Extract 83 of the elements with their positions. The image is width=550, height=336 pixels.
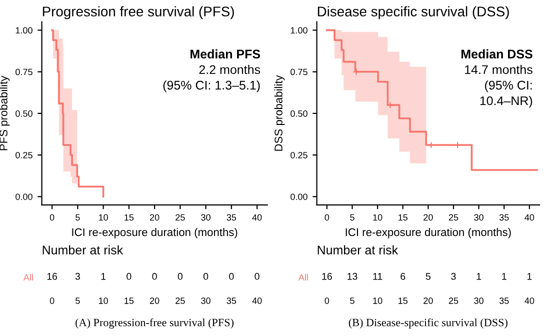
x-tick-label: 35 [499,214,509,221]
x-tick-label: 35 [226,214,236,221]
x-tick-label: 20 [150,298,160,304]
annotation: 14.7 months [465,64,532,74]
x-tick-label: 30 [201,214,210,221]
x-tick-label: 5 [76,214,80,221]
x-tick-label: 40 [252,298,262,304]
x-tick-label: 15 [124,214,134,221]
annotation: Median PFS [190,49,260,58]
x-tick-label: 25 [176,214,185,221]
x-tick-label: 30 [474,298,484,304]
y-tick-label: 0.50 [290,110,308,117]
x-tick-label: 0 [50,214,54,221]
data-label: 0 [254,272,260,280]
x-tick-label: 40 [252,214,262,221]
data-label: 0 [178,272,182,280]
y-tick-label: 1.00 [16,27,32,34]
x-tick-label: 10 [373,214,382,221]
y-tick-label: 0.50 [16,110,32,117]
data-label: 0 [203,272,208,280]
x-tick-label: 5 [350,214,354,221]
chart-title: Disease specific survival (DSS) [318,6,509,20]
text: (A) Progression-free survival (PFS) [76,318,234,329]
x-tick-label: 30 [474,214,484,221]
y-tick-label: All [23,274,33,280]
y-tick-label: 0.00 [16,194,32,200]
x-tick-label: 0 [324,214,330,221]
x-tick-label: 40 [524,214,534,221]
data-label: 1 [527,273,532,280]
annotation: (95% CI: 1.3–5.1) [163,80,260,92]
x-tick-label: 5 [76,298,80,304]
y-tick-label: 0.75 [290,68,308,76]
x-tick-label: 0 [324,298,330,304]
data-label: 11 [373,273,382,280]
annotation: 10.4–NR) [480,96,532,108]
x-tick-label: 30 [201,298,210,304]
chart-title: Number at risk [318,245,398,254]
data-label: 3 [75,272,80,280]
data-label: 1 [101,273,106,280]
data-label: 0 [152,272,157,280]
x-tick-label: 25 [176,298,185,304]
x-tick-label: 35 [499,298,509,304]
y-tick-label: 0.00 [290,194,308,200]
data-label: 13 [348,272,358,280]
data-label: 0 [229,272,234,280]
annotation: 2.2 months [199,64,260,74]
x-tick-label: 10 [373,298,382,304]
x-tick-label: 5 [350,298,354,304]
x-tick-label: 15 [124,298,134,304]
chart-title: Progression free survival (PFS) [42,6,234,20]
y-tick-label: 0.75 [16,68,32,76]
x-tick-label: 15 [398,298,408,304]
data-label: 3 [451,272,456,280]
text: (B) Disease-specific survival (DSS) [348,318,508,329]
data-label: 16 [322,272,332,280]
x-tick-label: 10 [98,298,108,304]
x-tick-label: 20 [424,214,433,221]
data-label: 6 [400,272,406,280]
data-label: 1 [502,273,506,280]
y-tick-label: 0.25 [16,152,32,158]
y-tick-label: 0.25 [290,152,308,158]
x-tick-label: 35 [226,298,236,304]
annotation: (95% CI: [485,80,532,92]
x-axis-title: ICI re-exposure duration (months) [72,228,238,238]
x-tick-label: 25 [448,214,458,221]
y-tick-label: 1.00 [290,27,308,34]
x-tick-label: 10 [98,214,108,221]
x-tick-label: 15 [398,214,408,221]
x-tick-label: 40 [524,298,534,304]
x-tick-label: 20 [150,214,160,221]
data-label: 5 [426,273,430,280]
annotation: Median DSS [461,49,532,58]
y-tick-label: All [298,274,308,280]
y-axis-title: DSS probability [274,75,285,151]
data-label: 0 [126,272,132,280]
x-axis-title: ICI re-exposure duration (months) [346,228,511,238]
data-label: 16 [47,272,58,280]
x-tick-label: 0 [50,298,54,304]
x-tick-label: 20 [424,298,433,304]
x-tick-label: 25 [448,298,458,304]
point [428,142,435,149]
chart-title: Number at risk [42,245,124,254]
data-label: 1 [476,273,482,280]
